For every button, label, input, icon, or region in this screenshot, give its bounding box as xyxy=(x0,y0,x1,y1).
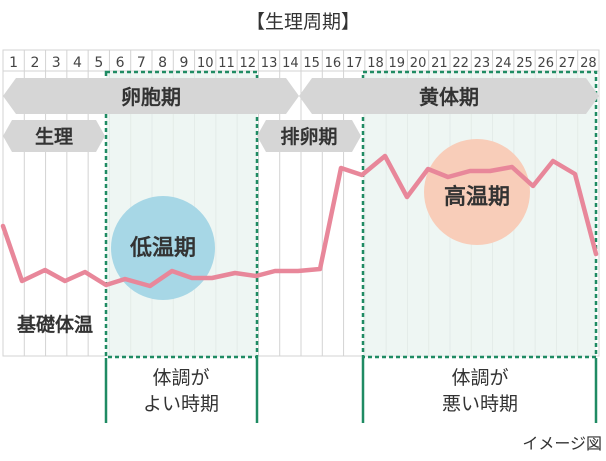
menstruation-arrow xyxy=(3,120,105,152)
temperature-phase-markers: 低温期 高温期 xyxy=(111,139,530,300)
day-number-label: 12 xyxy=(240,56,257,71)
day-number-label: 15 xyxy=(303,56,320,71)
day-number-label: 18 xyxy=(367,56,384,71)
bad-condition-line1: 体調が xyxy=(451,367,508,389)
day-number-label: 7 xyxy=(137,55,146,71)
day-number-label: 10 xyxy=(197,56,214,71)
day-number-label: 17 xyxy=(346,56,363,71)
good-condition-line2: よい時期 xyxy=(143,393,219,415)
phase-arrows: 卵胞期 黄体期 生理 排卵期 xyxy=(3,78,599,152)
basal-temperature-label: 基礎体温 xyxy=(16,313,93,336)
day-number-label: 2 xyxy=(30,55,39,71)
diagram-title: 【生理周期】 xyxy=(246,11,360,33)
day-number-label: 11 xyxy=(218,56,235,71)
day-number-label: 13 xyxy=(261,56,278,71)
menstruation-label: 生理 xyxy=(35,125,73,148)
day-number-label: 24 xyxy=(495,56,512,71)
ovulation-label: 排卵期 xyxy=(280,125,337,148)
day-number-label: 4 xyxy=(73,55,82,71)
good-condition-line1: 体調が xyxy=(152,367,209,389)
day-number-label: 5 xyxy=(94,55,103,71)
ovulation-arrow xyxy=(257,120,361,152)
day-number-label: 26 xyxy=(538,56,555,71)
day-number-label: 8 xyxy=(158,55,167,71)
day-number-label: 27 xyxy=(559,56,576,71)
follicular-arrow xyxy=(3,78,299,114)
condition-brackets: 体調が よい時期 体調が 悪い時期 xyxy=(104,358,598,423)
day-number-label: 1 xyxy=(9,55,18,71)
day-number-label: 6 xyxy=(116,55,125,71)
day-number-label: 20 xyxy=(410,56,427,71)
day-number-label: 19 xyxy=(389,56,406,71)
day-number-label: 14 xyxy=(282,56,299,71)
day-number-label: 16 xyxy=(325,56,342,71)
day-number-label: 3 xyxy=(52,55,61,71)
day-number-label: 21 xyxy=(431,56,448,71)
day-number-labels: 1 2 3 4 5 6 7 8 9 10 11 12 13 14 15 16 17 18 19 20 21 22 23 24 2… xyxy=(9,55,596,71)
luteal-label: 黄体期 xyxy=(419,85,479,109)
day-number-label: 23 xyxy=(474,56,491,71)
day-number-label: 28 xyxy=(580,56,597,71)
low-temp-circle xyxy=(111,196,215,300)
basal-temperature-line xyxy=(0,153,599,289)
high-temp-circle xyxy=(424,139,530,245)
image-note: イメージ図 xyxy=(522,434,602,453)
bad-condition-line2: 悪い時期 xyxy=(442,393,518,415)
day-number-label: 25 xyxy=(516,56,533,71)
day-number-label: 9 xyxy=(179,55,188,71)
low-temp-label: 低温期 xyxy=(129,236,196,261)
follicular-label: 卵胞期 xyxy=(121,85,181,109)
day-number-label: 22 xyxy=(452,56,469,71)
luteal-arrow xyxy=(299,78,599,114)
high-temp-label: 高温期 xyxy=(444,184,510,210)
